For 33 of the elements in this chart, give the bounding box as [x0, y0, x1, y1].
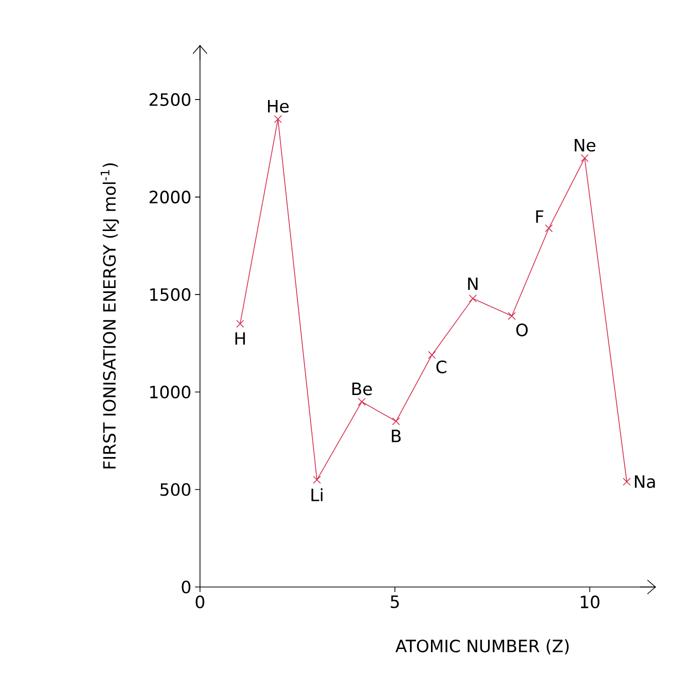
x-tick-label: 0: [196, 596, 204, 608]
annotation: He: [268, 100, 289, 113]
point: [622, 478, 631, 486]
annotation: H: [235, 332, 245, 345]
point: [508, 312, 516, 320]
annotation: B: [392, 430, 401, 442]
point: [392, 417, 400, 426]
x-tick-label: 10: [580, 596, 600, 608]
annotation: O: [516, 324, 528, 336]
annotation: N: [468, 278, 478, 290]
point: [236, 320, 244, 328]
point: [312, 476, 321, 484]
x-tick-label: 5: [390, 596, 399, 608]
y-tick-label: 1000: [150, 386, 190, 398]
annotation: Li: [312, 488, 322, 502]
annotation: C: [436, 360, 446, 374]
y-tick-label: 500: [160, 483, 190, 496]
y-tick-label: 1500: [150, 288, 190, 301]
y-tick-label: 2500: [150, 93, 190, 106]
y-tick-label: 2000: [150, 190, 190, 204]
point: [428, 351, 436, 359]
point: [358, 398, 366, 406]
x-axis-title: ATOMIC NUMBER (Z): [395, 639, 569, 654]
point: [274, 115, 282, 124]
annotation: Ne: [574, 138, 596, 152]
y-axis-title: FIRST IONISATION ENERGY (kJ mol$^{-1}$): [100, 163, 119, 468]
annotation: Be: [352, 382, 372, 396]
point: [544, 224, 553, 232]
annotation: F: [536, 210, 544, 223]
annotation: Na: [634, 475, 655, 488]
point: [468, 294, 477, 302]
point: [580, 154, 589, 162]
y-tick-label: 0: [182, 580, 190, 594]
